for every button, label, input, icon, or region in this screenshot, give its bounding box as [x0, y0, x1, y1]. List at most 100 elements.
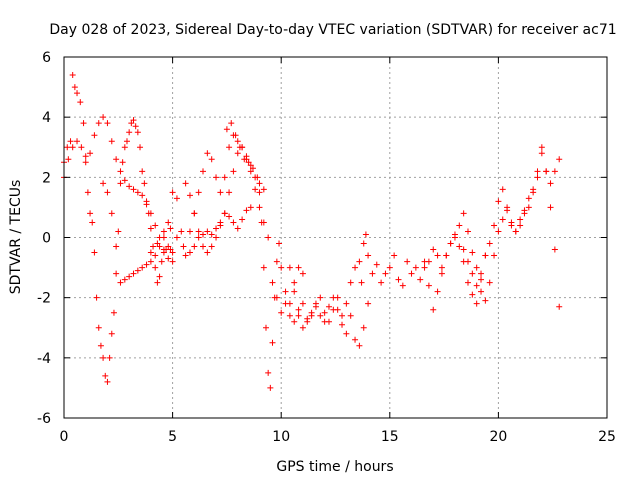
data-point	[156, 243, 163, 250]
data-point	[226, 189, 233, 196]
data-point	[93, 294, 100, 301]
data-point	[262, 324, 269, 331]
data-point	[291, 288, 298, 295]
data-point	[386, 264, 393, 271]
data-point	[69, 144, 76, 151]
data-point	[82, 153, 89, 160]
data-point	[87, 210, 94, 217]
data-point	[352, 336, 359, 343]
data-point	[538, 144, 545, 151]
data-point	[534, 174, 541, 181]
data-point	[239, 216, 246, 223]
data-point	[265, 234, 272, 241]
data-point	[165, 243, 172, 250]
data-point	[443, 252, 450, 259]
data-point	[378, 279, 385, 286]
data-point	[84, 189, 91, 196]
data-point	[265, 369, 272, 376]
data-point	[464, 228, 471, 235]
data-point	[451, 234, 458, 241]
data-point	[104, 189, 111, 196]
data-point	[365, 252, 372, 259]
data-point	[221, 210, 228, 217]
data-point	[321, 318, 328, 325]
data-point	[108, 138, 115, 145]
data-point	[117, 279, 124, 286]
data-point	[373, 261, 380, 268]
data-point	[160, 234, 167, 241]
data-point	[478, 276, 485, 283]
data-point	[78, 144, 85, 151]
data-point	[260, 186, 267, 193]
data-point	[195, 228, 202, 235]
data-point	[147, 210, 154, 217]
data-point	[91, 249, 98, 256]
data-point	[438, 270, 445, 277]
data-point	[360, 324, 367, 331]
data-point	[64, 144, 71, 151]
data-point	[256, 189, 263, 196]
data-point	[65, 156, 72, 163]
data-point	[382, 270, 389, 277]
x-tick-label: 0	[60, 429, 69, 445]
data-point	[521, 207, 528, 214]
data-point	[347, 312, 354, 319]
data-point	[165, 255, 172, 262]
y-tick-label: -2	[37, 291, 51, 307]
data-point	[478, 270, 485, 277]
data-point	[269, 339, 276, 346]
data-point	[228, 120, 235, 127]
x-tick-label: 20	[489, 429, 507, 445]
data-point	[152, 252, 159, 259]
data-point	[421, 264, 428, 271]
data-point	[91, 132, 98, 139]
y-tick-label: 4	[42, 110, 51, 126]
data-point	[234, 225, 241, 232]
data-point	[165, 219, 172, 226]
y-tick-label: 0	[42, 231, 51, 247]
data-point	[473, 300, 480, 307]
data-point	[256, 204, 263, 211]
data-point	[108, 330, 115, 337]
data-point	[325, 303, 332, 310]
data-point	[173, 234, 180, 241]
data-point	[139, 192, 146, 199]
data-point	[551, 168, 558, 175]
x-axis-label: GPS time / hours	[276, 459, 393, 475]
data-point	[291, 279, 298, 286]
data-point	[356, 258, 363, 265]
data-point	[117, 180, 124, 187]
data-point	[100, 114, 107, 121]
data-point	[321, 309, 328, 316]
data-point	[154, 240, 161, 247]
data-point	[134, 267, 141, 274]
data-point	[317, 312, 324, 319]
data-point	[191, 243, 198, 250]
data-point	[230, 219, 237, 226]
data-point	[460, 210, 467, 217]
series-1	[61, 114, 176, 265]
data-point	[299, 300, 306, 307]
data-point	[525, 195, 532, 202]
x-tick-label: 15	[381, 429, 399, 445]
x-tick-label: 25	[598, 429, 616, 445]
data-point	[469, 291, 476, 298]
data-point	[121, 177, 128, 184]
data-point	[130, 117, 137, 124]
data-point	[213, 234, 220, 241]
series-8	[358, 222, 489, 313]
data-point	[243, 207, 250, 214]
data-point	[147, 249, 154, 256]
data-point	[339, 321, 346, 328]
data-point	[154, 279, 161, 286]
data-point	[182, 252, 189, 259]
y-tick-label: -4	[37, 351, 51, 367]
data-point	[260, 264, 267, 271]
series-10	[460, 150, 563, 304]
data-point	[95, 324, 102, 331]
data-point	[104, 378, 111, 385]
data-point	[256, 180, 263, 187]
series-7	[286, 258, 363, 331]
data-point	[204, 249, 211, 256]
data-point	[473, 282, 480, 289]
